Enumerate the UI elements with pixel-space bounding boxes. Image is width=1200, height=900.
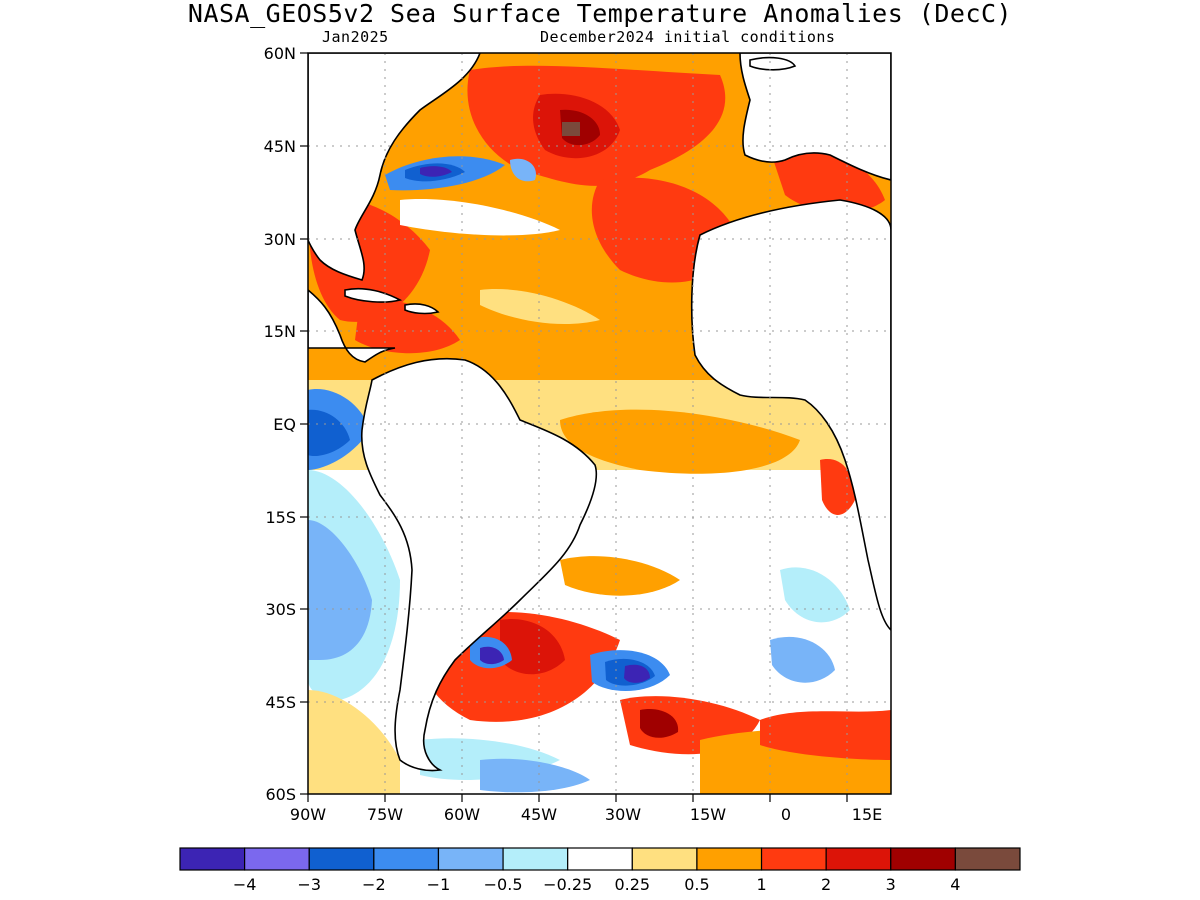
colorbar-label: 4 (950, 875, 960, 894)
lon-label: 30W (605, 805, 641, 824)
lon-label: 75W (367, 805, 403, 824)
colorbar-swatch (696, 847, 763, 871)
lat-label: 45N (264, 137, 296, 156)
initial-conditions-label: December2024 initial conditions (540, 28, 836, 46)
cuba (344, 287, 403, 303)
colorbar-label: 1 (756, 875, 766, 894)
lat-label: EQ (273, 415, 296, 434)
colorbar-label: −0.25 (543, 875, 592, 894)
land-masses (308, 53, 891, 772)
lon-label: 15W (690, 805, 726, 824)
colorbar-labels: −4 −3 −2 −1 −0.5 −0.25 0.25 0.5 1 2 3 4 (233, 875, 961, 894)
iceland (749, 56, 797, 71)
colorbar-label: 0.25 (614, 875, 650, 894)
map-title: NASA_GEOS5v2 Sea Surface Temperature Ano… (187, 0, 1013, 28)
lon-label: 90W (290, 805, 326, 824)
hispaniola (404, 303, 440, 315)
colorbar-swatch (502, 847, 569, 871)
lat-label: 45S (265, 693, 296, 712)
colorbar-label: 0.5 (684, 875, 709, 894)
longitude-labels: 90W 75W 60W 45W 30W 15W 0 15E (290, 805, 882, 824)
colorbar (179, 847, 1021, 871)
forecast-month: Jan2025 (322, 28, 389, 46)
lat-label: 30S (265, 600, 296, 619)
north-america (308, 53, 481, 281)
colorbar-swatch (890, 847, 956, 871)
colorbar-swatch (567, 847, 633, 871)
colorbar-swatch (631, 847, 698, 871)
lat-label: 15S (265, 508, 296, 527)
colorbar-swatch (760, 847, 827, 871)
colorbar-swatch (179, 847, 246, 871)
latitude-labels: 60N 45N 30N 15N EQ 15S 30S 45S 60S (264, 44, 296, 804)
lon-label: 45W (521, 805, 557, 824)
lon-label: 60W (444, 805, 480, 824)
ticks (300, 52, 848, 802)
colorbar-swatch (244, 847, 310, 871)
colorbar-label: −1 (427, 875, 451, 894)
colorbar-label: −0.5 (484, 875, 523, 894)
lon-label: 0 (781, 805, 791, 824)
south-america (360, 357, 598, 772)
lon-label: 15E (852, 805, 882, 824)
colorbar-label: 2 (821, 875, 831, 894)
lat-label: 15N (264, 322, 296, 341)
colorbar-swatch (308, 847, 375, 871)
colorbar-label: 3 (886, 875, 896, 894)
colorbar-swatch (954, 847, 1021, 871)
lat-label: 60S (265, 785, 296, 804)
africa (690, 199, 891, 632)
graticule (308, 53, 891, 794)
colorbar-swatch (373, 847, 440, 871)
lat-label: 60N (264, 44, 296, 63)
lat-label: 30N (264, 230, 296, 249)
colorbar-swatch (825, 847, 892, 871)
colorbar-label: −4 (233, 875, 257, 894)
europe (739, 53, 891, 181)
colorbar-label: −3 (297, 875, 321, 894)
colorbar-label: −2 (362, 875, 386, 894)
colorbar-swatch (437, 847, 504, 871)
